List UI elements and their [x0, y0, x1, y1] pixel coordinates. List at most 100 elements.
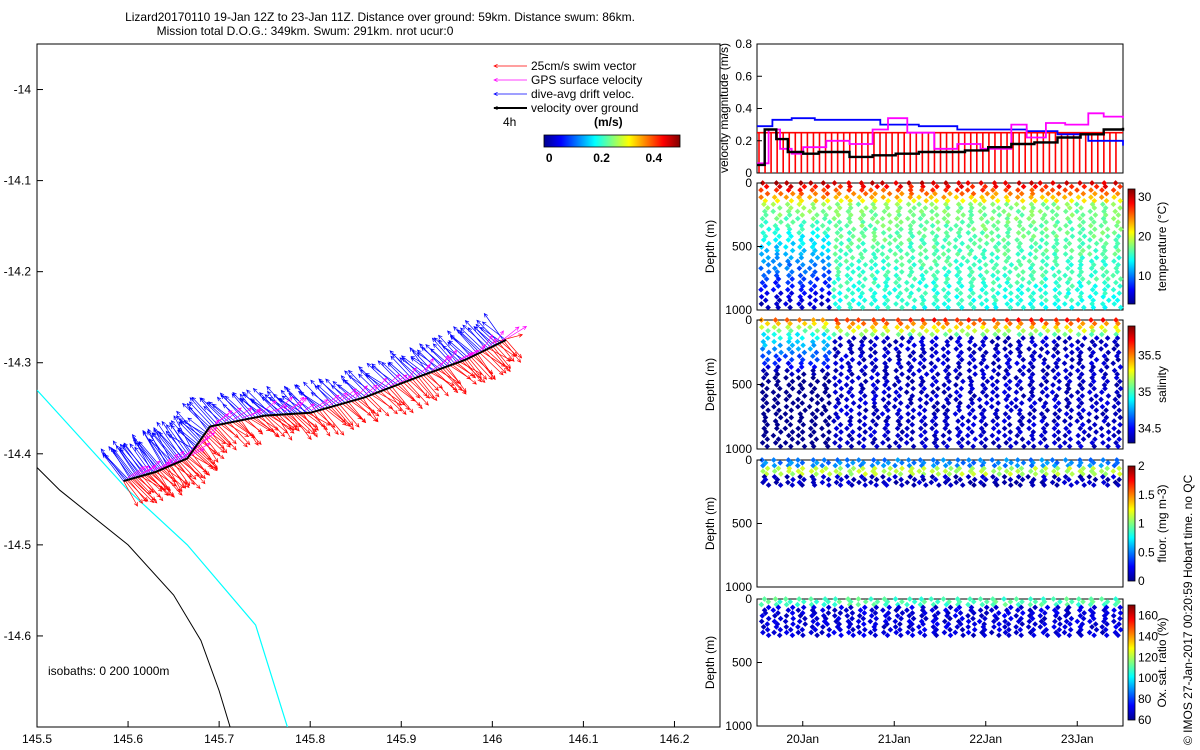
profile-point	[972, 371, 978, 378]
profile-point	[868, 265, 875, 272]
profile-point	[1098, 346, 1104, 352]
profile-point	[1091, 604, 1098, 611]
profile-point	[1087, 229, 1094, 236]
profile-point	[978, 468, 985, 475]
profile-point	[1043, 297, 1049, 304]
profile-point	[1051, 244, 1057, 250]
profile-point	[856, 418, 863, 424]
profile-point	[1087, 208, 1094, 215]
profile-point	[1099, 403, 1106, 410]
profile-point	[870, 317, 877, 323]
profile-point	[1004, 317, 1010, 323]
profile-point	[1005, 240, 1012, 247]
profile-point	[784, 265, 790, 272]
profile-point	[800, 632, 806, 639]
drift-vector	[243, 393, 270, 416]
profile-point	[772, 229, 778, 236]
profile-point	[1037, 180, 1044, 186]
profile-point	[983, 364, 990, 370]
profile-point	[1016, 411, 1023, 417]
profile-point	[826, 219, 833, 225]
profile-point	[826, 304, 833, 311]
profile-point	[759, 353, 766, 359]
profile-point	[904, 601, 910, 608]
profile-point	[843, 293, 850, 300]
profile-point	[1038, 346, 1045, 352]
profile-point	[894, 222, 900, 229]
profile-point	[796, 229, 802, 236]
profile-point	[1049, 187, 1056, 193]
profile-point	[814, 254, 821, 261]
profile-point	[806, 265, 813, 272]
profile-point	[897, 626, 903, 633]
profile-point	[898, 240, 904, 247]
profile-point	[948, 335, 954, 341]
profile-point	[928, 194, 935, 201]
profile-point	[847, 304, 854, 311]
oxygen-section-ylabel: Depth (m)	[703, 636, 717, 689]
profile-point	[883, 482, 890, 488]
profile-point	[922, 482, 929, 488]
profile-point	[965, 222, 972, 229]
profile-point	[1064, 403, 1071, 410]
profile-point	[1014, 360, 1020, 367]
profile-point	[990, 601, 996, 608]
profile-point	[1116, 393, 1122, 399]
profile-point	[824, 233, 831, 240]
legend-arrow	[493, 77, 527, 83]
profile-point	[1031, 400, 1038, 406]
profile-point	[1092, 283, 1099, 289]
profile-point	[1040, 367, 1047, 374]
profile-point	[923, 190, 930, 197]
profile-point	[795, 432, 802, 439]
profile-point	[958, 297, 965, 304]
profile-point	[788, 290, 795, 297]
profile-point	[1104, 226, 1111, 233]
profile-point	[824, 621, 831, 627]
swim-vector	[307, 412, 331, 426]
profile-point	[795, 403, 801, 410]
profile-point	[995, 356, 1002, 363]
profile-point	[1076, 272, 1083, 279]
profile-point	[872, 327, 878, 334]
swim-vector	[417, 376, 438, 402]
profile-point	[1052, 374, 1058, 381]
profile-point	[859, 342, 866, 349]
profile-point	[976, 396, 983, 403]
profile-point	[1055, 327, 1062, 334]
swim-vector	[214, 425, 237, 451]
profile-point	[782, 618, 789, 625]
profile-point	[1114, 297, 1121, 304]
profile-point	[821, 338, 827, 345]
profile-point	[967, 237, 974, 243]
profile-point	[935, 320, 942, 327]
profile-point	[837, 283, 844, 289]
profile-point	[1099, 201, 1106, 208]
profile-point	[846, 338, 852, 345]
profile-point	[884, 205, 891, 211]
profile-point	[785, 187, 792, 193]
profile-point	[821, 215, 828, 222]
profile-point	[1019, 610, 1026, 616]
profile-point	[1087, 618, 1093, 625]
profile-point	[1075, 403, 1082, 410]
profile-point	[971, 626, 978, 633]
profile-point	[831, 374, 838, 381]
profile-point	[1103, 320, 1110, 327]
profile-point	[838, 197, 844, 204]
profile-point	[1105, 459, 1111, 466]
profile-point	[880, 396, 887, 403]
profile-point	[870, 418, 876, 424]
profile-point	[1013, 596, 1020, 602]
profile-point	[1026, 258, 1033, 265]
profile-point	[932, 190, 938, 197]
profile-point	[824, 183, 831, 190]
profile-point	[787, 443, 794, 450]
profile-point	[1037, 244, 1044, 250]
profile-point	[1001, 425, 1008, 432]
profile-point	[959, 190, 965, 197]
profile-point	[1100, 293, 1107, 300]
profile-point	[909, 378, 916, 385]
profile-point	[1090, 615, 1097, 622]
profile-point	[777, 414, 784, 421]
